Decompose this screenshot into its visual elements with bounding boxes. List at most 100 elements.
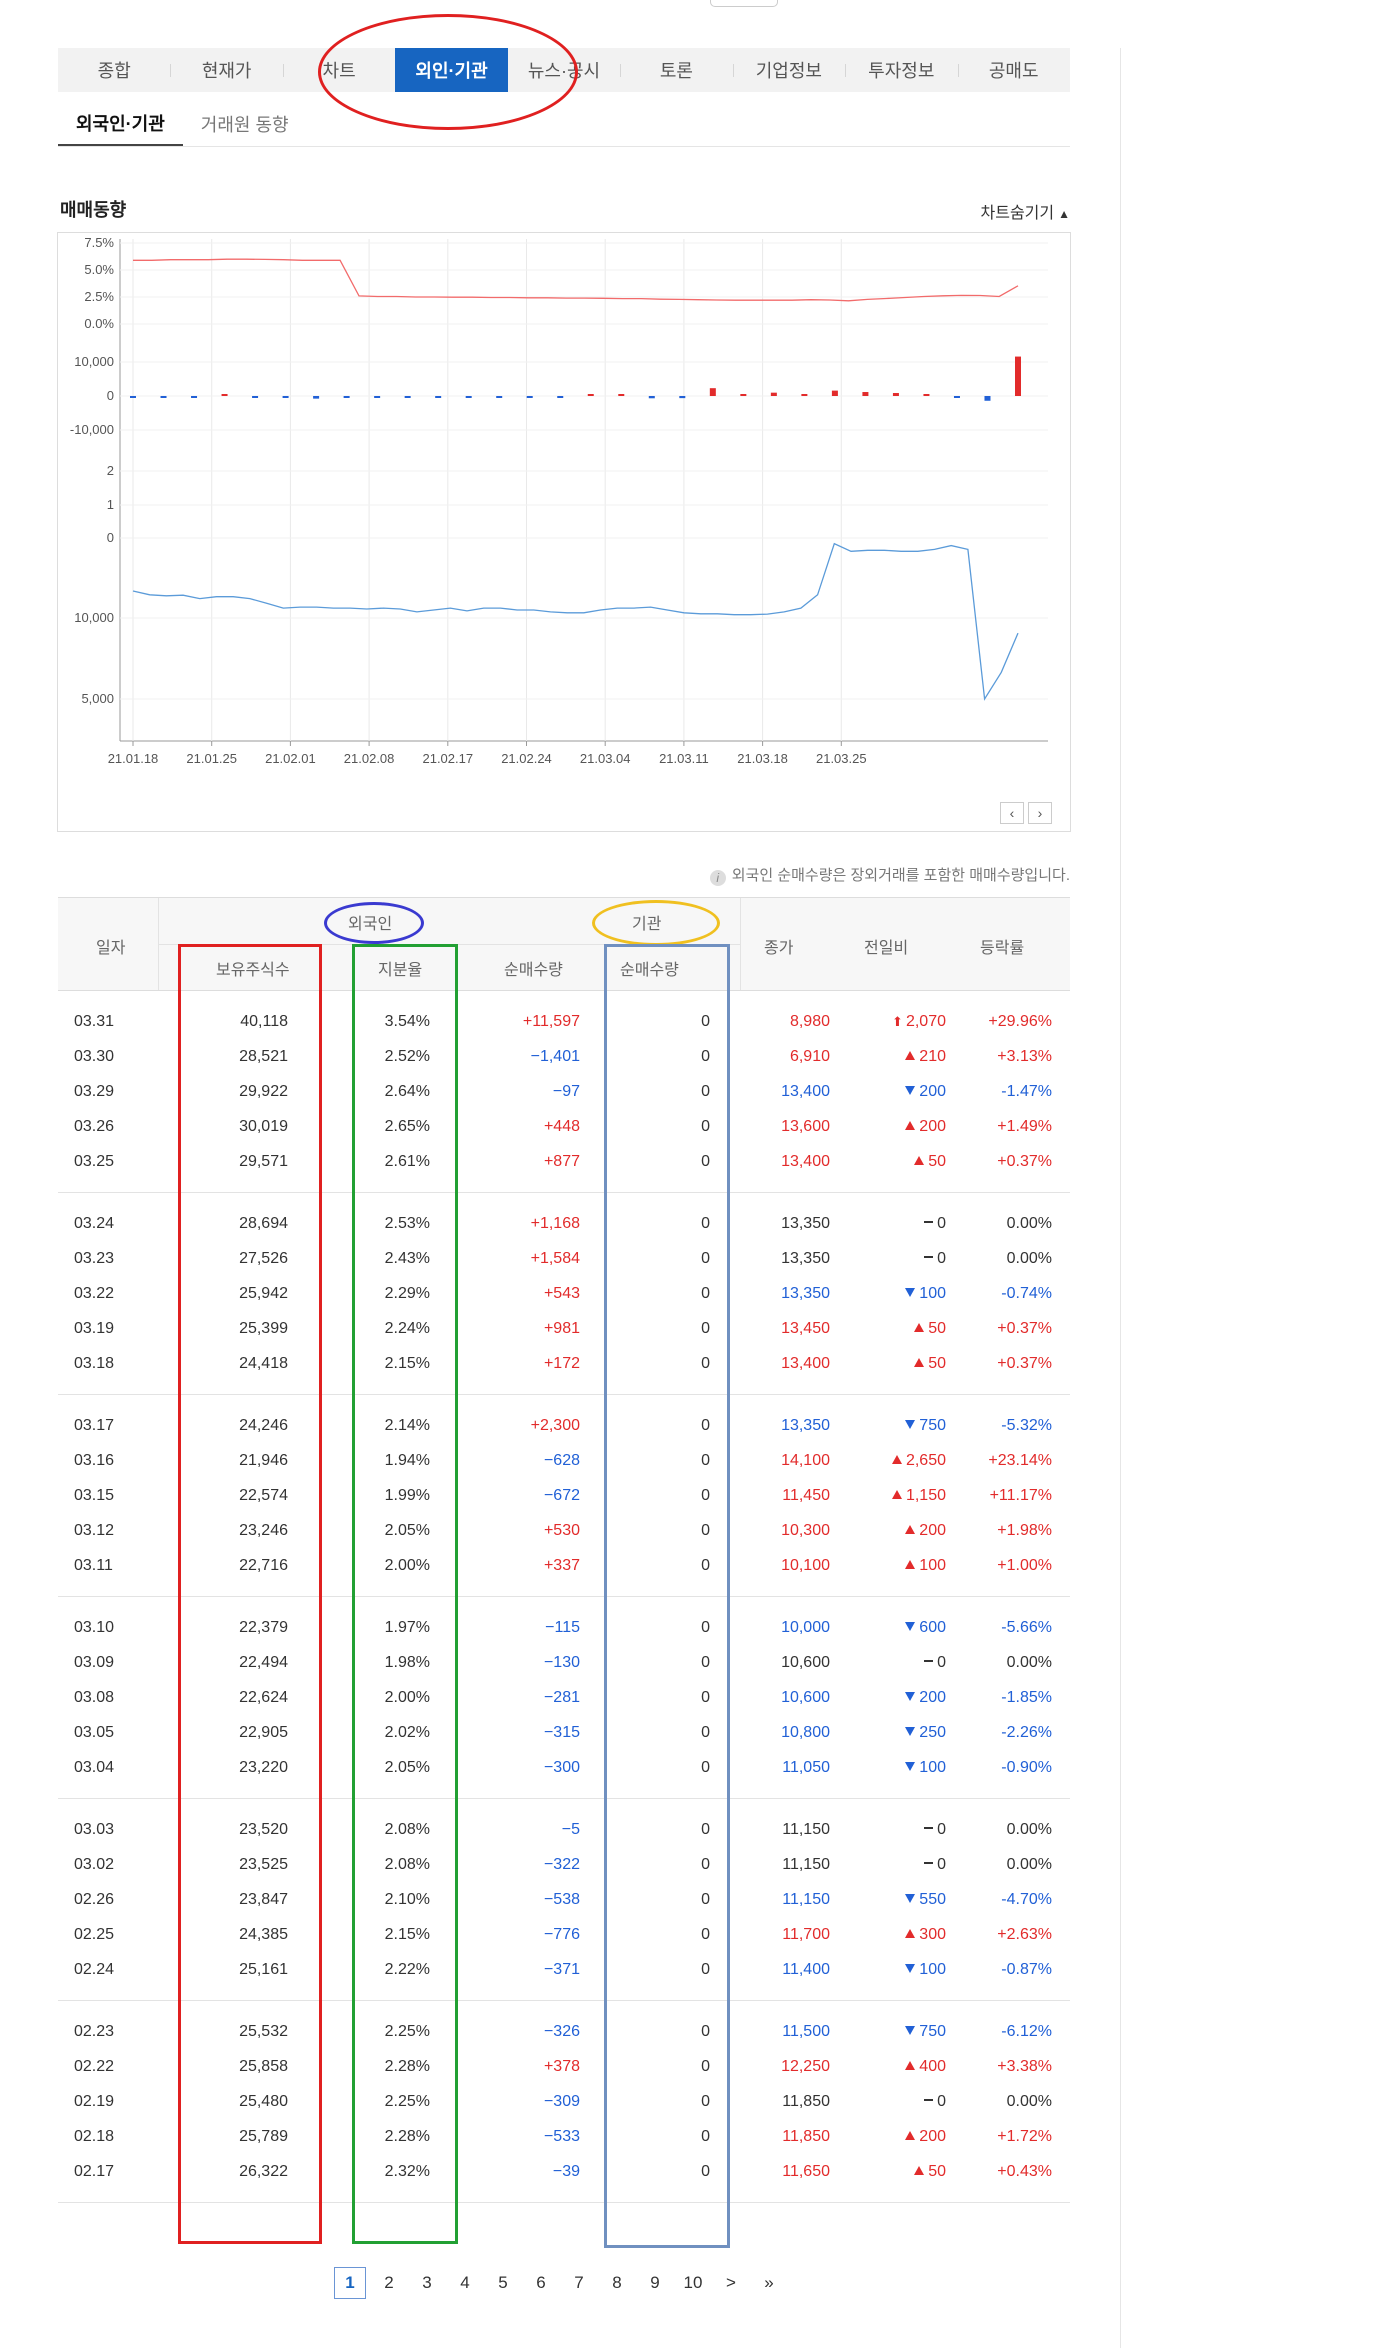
cell-diff: 200 — [905, 1118, 946, 1136]
cell-holdings: 23,220 — [239, 1759, 288, 1776]
page-link-9[interactable]: 9 — [650, 2273, 660, 2292]
tab-invest-info[interactable]: 투자정보 — [845, 48, 957, 92]
net-buy-bar — [496, 396, 503, 398]
cell-diff: 750 — [905, 1417, 946, 1435]
cell-foreign-net: −533 — [543, 2128, 580, 2145]
chevron-right-icon[interactable]: › — [1028, 802, 1052, 824]
cell-diff: 100 — [905, 1961, 946, 1979]
page-link-10[interactable]: 10 — [683, 2273, 703, 2292]
cell-foreign-net: −1,401 — [530, 1048, 580, 1065]
row-group: 03.24 28,694 2.53% +1,168 0 13,350 0 0.00% 03.23… — [58, 1193, 1070, 1395]
cell-date: 03.03 — [74, 1821, 115, 1838]
cell-inst-net: 0 — [701, 2093, 710, 2110]
cell-date: 03.19 — [74, 1320, 115, 1337]
cell-close: 10,600 — [781, 1689, 830, 1706]
cell-diff: 300 — [905, 1926, 946, 1944]
net-buy-bar — [557, 396, 564, 398]
page-link-4[interactable]: 4 — [460, 2273, 470, 2292]
net-buy-bar — [679, 396, 686, 399]
cell-diff: 0 — [924, 1856, 946, 1874]
table-row: 02.26 23,847 2.10% −538 0 11,150 550 -4.70% — [58, 1883, 1070, 1918]
tab-current-price[interactable]: 현재가 — [170, 48, 282, 92]
cell-ratio: 2.10% — [384, 1891, 430, 1908]
chart-frame — [57, 232, 1071, 832]
cell-rate: 0.00% — [1006, 1215, 1052, 1232]
cell-close: 11,850 — [782, 2093, 830, 2110]
cell-date: 03.16 — [74, 1452, 115, 1469]
cell-date: 03.29 — [74, 1083, 115, 1100]
cell-holdings: 23,847 — [239, 1891, 288, 1908]
tab-short-selling[interactable]: 공매도 — [957, 48, 1070, 92]
page-link-7[interactable]: 7 — [574, 2273, 584, 2292]
cell-date: 02.17 — [74, 2163, 115, 2180]
cell-close: 13,450 — [781, 1320, 830, 1337]
cell-foreign-net: +981 — [543, 1320, 580, 1337]
cell-close: 10,300 — [781, 1522, 830, 1539]
main-tabs: 종합 현재가 차트 외인·기관 뉴스·공시 토론 기업정보 투자정보 공매도 — [58, 48, 1070, 92]
cell-close: 11,650 — [782, 2163, 830, 2180]
cell-ratio: 1.97% — [384, 1619, 430, 1636]
page-link-6[interactable]: 6 — [536, 2273, 546, 2292]
tab-company-info[interactable]: 기업정보 — [732, 48, 845, 92]
right-divider — [1120, 48, 1121, 2348]
cell-date: 03.11 — [74, 1557, 113, 1574]
cell-holdings: 28,694 — [239, 1215, 288, 1232]
net-buy-bar — [404, 396, 411, 398]
chart-toggle-button[interactable]: 차트숨기기 ▲ — [930, 199, 1071, 223]
y-tick-label: 2 — [107, 463, 114, 478]
page-link-3[interactable]: 3 — [422, 2273, 432, 2292]
price-line — [132, 542, 1019, 701]
cell-diff: 0 — [924, 1215, 946, 1233]
cell-inst-net: 0 — [701, 1285, 710, 1302]
cell-diff: 50 — [914, 1153, 946, 1171]
cell-rate: -0.90% — [1001, 1759, 1052, 1776]
cell-holdings: 23,525 — [239, 1856, 288, 1873]
section-title: 매매동향 — [60, 200, 127, 220]
cell-inst-net: 0 — [701, 1153, 710, 1170]
page-link-2[interactable]: 2 — [384, 2273, 394, 2292]
y-tick-label: 5.0% — [84, 262, 114, 277]
cell-date: 02.19 — [74, 2093, 115, 2110]
header-inst-net: 순매수량 — [620, 962, 679, 979]
cell-foreign-net: −538 — [543, 1891, 580, 1908]
cell-diff: 200 — [905, 1522, 946, 1540]
cell-ratio: 2.29% — [384, 1285, 430, 1302]
cell-rate: -2.26% — [1001, 1724, 1052, 1741]
cell-holdings: 24,385 — [239, 1926, 288, 1943]
cell-date: 03.08 — [74, 1689, 115, 1706]
cell-inst-net: 0 — [701, 1083, 710, 1100]
tab-chart[interactable]: 차트 — [282, 48, 395, 92]
table-row: 03.18 24,418 2.15% +172 0 13,400 50 +0.37% — [58, 1347, 1070, 1382]
cell-diff: 1,150 — [892, 1487, 946, 1505]
cell-inst-net: 0 — [701, 2023, 710, 2040]
cell-holdings: 25,480 — [239, 2093, 288, 2110]
chevron-left-icon[interactable]: ‹ — [1000, 802, 1024, 824]
cell-rate: -0.87% — [1001, 1961, 1052, 1978]
subtab-broker-trend[interactable]: 거래원 동향 — [200, 114, 289, 135]
cell-ratio: 2.25% — [384, 2023, 430, 2040]
cell-holdings: 27,526 — [239, 1250, 288, 1267]
cell-diff: 100 — [905, 1557, 946, 1575]
cell-rate: -0.74% — [1001, 1285, 1052, 1302]
net-buy-bar — [191, 396, 198, 398]
cell-foreign-net: +172 — [543, 1355, 580, 1372]
tab-foreign-institution[interactable]: 외인·기관 — [395, 48, 508, 92]
page-link-1[interactable]: 1 — [334, 2267, 366, 2299]
cell-ratio: 2.64% — [384, 1083, 430, 1100]
pagination: 1 2 3 4 5 6 7 8 9 10 > » — [330, 2267, 788, 2299]
next-page-icon[interactable]: > — [726, 2273, 736, 2292]
cell-ratio: 2.22% — [384, 1961, 430, 1978]
tab-discussion[interactable]: 토론 — [620, 48, 732, 92]
cell-ratio: 2.15% — [384, 1355, 430, 1372]
page-link-5[interactable]: 5 — [498, 2273, 508, 2292]
cell-rate: 0.00% — [1006, 1856, 1052, 1873]
tab-news[interactable]: 뉴스·공시 — [527, 61, 601, 81]
page-link-8[interactable]: 8 — [612, 2273, 622, 2292]
cell-rate: -6.12% — [1001, 2023, 1052, 2040]
last-page-icon[interactable]: » — [764, 2273, 774, 2292]
chart-nav: ‹ › — [1000, 802, 1052, 824]
y-tick-label: 0.0% — [84, 316, 114, 331]
x-tick-label: 21.03.04 — [580, 751, 631, 766]
subtab-foreign-institution[interactable]: 외국인·기관 — [58, 102, 183, 146]
tab-summary[interactable]: 종합 — [97, 61, 131, 81]
